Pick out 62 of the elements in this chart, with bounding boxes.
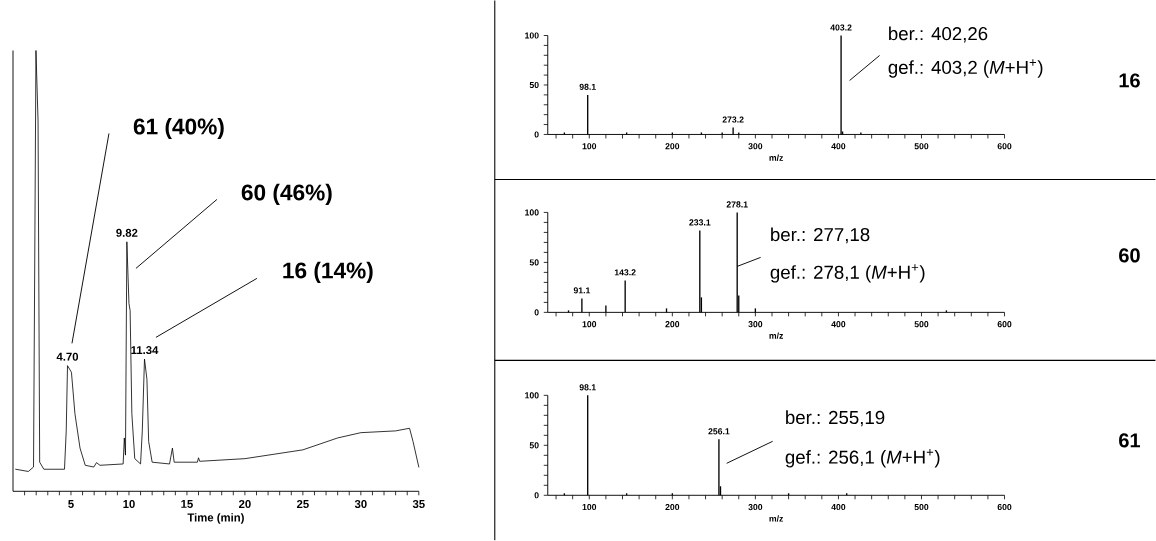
- x-axis-title: m/z: [769, 515, 784, 522]
- y-tick-label: 0: [534, 131, 539, 138]
- x-tick-label: 200: [665, 504, 680, 511]
- annotation: gef.: 256,1 (M+H$^{+}$): [785, 449, 940, 468]
- x-tick-label: 500: [914, 143, 929, 150]
- x-tick-label: 25: [296, 500, 309, 509]
- x-tick-label: 300: [748, 504, 763, 511]
- annotation: 16 (14%): [283, 261, 373, 284]
- x-tick-label: 20: [239, 500, 251, 509]
- x-tick-label: 5: [68, 500, 74, 508]
- y-tick-label: 50: [529, 442, 539, 449]
- annotation: ber.: 255,19: [786, 410, 885, 427]
- annotation: 98.1: [579, 83, 596, 91]
- y-tick-label: 100: [525, 32, 539, 39]
- y-tick-label: 0: [534, 492, 539, 499]
- x-tick-label: 100: [582, 504, 597, 511]
- x-axis-title: m/z: [769, 154, 784, 161]
- x-axis-title: Time (min): [187, 513, 244, 524]
- annotation: 273.2: [722, 116, 744, 123]
- annotation: 98.1: [579, 384, 596, 391]
- x-tick-label: 200: [665, 321, 680, 328]
- x-axis-title: m/z: [769, 332, 784, 339]
- x-tick-label: 600: [997, 143, 1012, 150]
- annotation: ber.: 277,18: [771, 227, 870, 244]
- y-tick-label: 50: [529, 82, 539, 89]
- annotation: 61 (40%): [133, 118, 224, 140]
- x-tick-label: 10: [123, 500, 135, 509]
- x-tick-label: 300: [748, 321, 763, 328]
- annotation: 403.2: [830, 24, 852, 31]
- annotation: gef.: 403,2 (M+H$^{+}$): [888, 59, 1043, 78]
- x-tick-label: 100: [582, 143, 597, 150]
- annotation: gef.: 278,1 (M+H$^{+}$): [770, 264, 925, 283]
- annotation: ber.: 402,26: [889, 26, 988, 43]
- annotation: 91.1: [573, 287, 591, 294]
- text: 61: [1119, 433, 1141, 448]
- x-tick-label: 600: [997, 321, 1012, 328]
- x-tick-label: 200: [665, 143, 680, 150]
- x-tick-label: 500: [914, 504, 929, 511]
- x-tick-label: 15: [181, 500, 193, 508]
- y-tick-label: 50: [529, 259, 539, 266]
- annotation: 9.82: [116, 228, 138, 237]
- x-tick-label: 400: [831, 143, 846, 150]
- text: 60: [1119, 248, 1140, 263]
- annotation: 11.34: [131, 346, 159, 355]
- x-tick-label: 600: [997, 504, 1012, 511]
- annotation: 233.1: [689, 219, 711, 226]
- annotation: 278.1: [726, 201, 748, 208]
- annotation: 60 (46%): [241, 183, 332, 206]
- annotation: 4.70: [56, 352, 79, 361]
- x-tick-label: 300: [748, 143, 763, 150]
- y-tick-label: 100: [525, 209, 539, 216]
- y-tick-label: 100: [525, 392, 539, 399]
- annotation: 143.2: [614, 269, 636, 276]
- x-tick-label: 35: [412, 500, 425, 509]
- x-tick-label: 30: [354, 500, 367, 509]
- text: 16: [1119, 73, 1140, 88]
- x-tick-label: 500: [914, 321, 929, 328]
- x-tick-label: 100: [582, 321, 597, 328]
- x-tick-label: 400: [831, 321, 846, 328]
- x-tick-label: 400: [831, 504, 846, 511]
- annotation: 256.1: [708, 428, 730, 435]
- y-tick-label: 0: [534, 309, 539, 316]
